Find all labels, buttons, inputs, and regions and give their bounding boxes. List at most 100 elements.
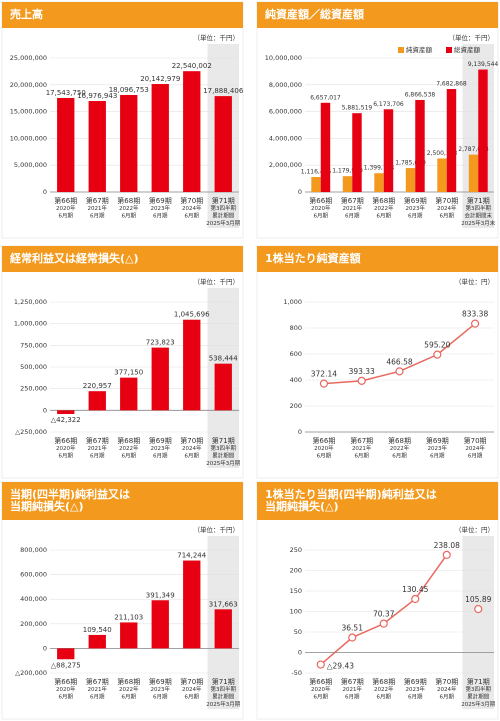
x-tick-label: 6月期 [122,453,137,460]
x-tick-label: 第70期 [180,677,203,686]
value-label: 1,179,990 [332,168,363,175]
panel-title: 当期純損失(△) [265,499,339,513]
x-tick-label: 6月期 [59,694,74,701]
bar [88,391,106,411]
x-tick-label: 6月期 [354,453,369,460]
panel-header [2,2,243,28]
bar [183,319,201,411]
shade [462,536,494,709]
x-tick-label: 6月期 [59,213,74,220]
x-tick-label: 2021年 [88,685,108,693]
x-tick-label: 2022年 [374,204,394,212]
x-tick-label: 第68期 [117,196,140,205]
x-tick-label: 2025年3月期 [206,459,240,467]
value-label: 9,139,544 [468,61,499,68]
marker [442,550,451,559]
x-tick-label: 第68期 [372,196,395,205]
x-tick-label: 第67期 [86,436,109,445]
bar [352,113,362,192]
value-label: 2,500,133 [427,150,458,157]
value-label: 6,866,538 [405,91,436,98]
value-label: 833.38 [462,310,488,319]
panel-header [2,482,243,520]
x-tick-label: 第69期 [404,677,427,686]
y-tick-label: 0 [298,649,302,657]
panel [256,245,499,479]
legend-label: 純資産額 [406,45,433,54]
x-tick-label: 2022年 [374,685,394,693]
value-label: 466.58 [386,357,412,366]
x-tick-label: 第67期 [341,196,364,205]
bar [383,109,394,192]
value-label: 6,657,017 [310,94,341,101]
x-tick-label: 第3四半期 [466,204,492,212]
y-tick-label: 500,000 [20,363,47,371]
x-tick-label: 6月期 [153,213,168,220]
y-tick-label: 800,000 [20,546,47,554]
y-tick-label: 50 [294,628,302,636]
value-label: 391,349 [146,591,175,599]
x-tick-label: 2023年 [406,685,426,693]
y-tick-label: 10,000,000 [265,54,302,62]
x-tick-label: 第68期 [372,677,395,686]
x-tick-label: 第68期 [117,436,140,445]
x-tick-label: 6月期 [90,453,105,460]
x-tick-label: 第66期 [309,677,332,686]
x-tick-label: 第3四半期 [211,444,237,452]
y-tick-label: 8,000,000 [269,81,302,89]
marker [348,633,357,642]
y-tick-label: 400 [290,376,302,384]
x-tick-label: 第71期 [467,677,490,686]
x-tick-label: 第70期 [180,196,203,205]
x-tick-label: 第71期 [212,196,235,205]
x-tick-label: 2023年 [428,444,448,452]
panel-header [257,246,498,272]
x-tick-label: 累計期間 [212,452,235,460]
value-label: 211,103 [114,613,143,621]
x-tick-label: 6月期 [185,694,200,701]
panel-title: 当期(四半期)純利益又は [10,487,130,501]
x-tick-label: 2023年 [151,444,171,452]
y-tick-label: 25,000,000 [10,54,47,62]
x-tick-label: 2021年 [88,444,108,452]
y-tick-label: 20,000,000 [10,81,47,89]
y-tick-label: 0 [298,428,302,436]
x-tick-label: 2022年 [390,444,410,452]
value-label: 16,976,943 [77,92,117,100]
x-tick-label: 2023年 [151,685,171,693]
bar [120,95,138,192]
x-tick-label: 6月期 [440,694,455,701]
unit-label: （単位：円） [455,277,494,286]
value-label: 377,150 [114,369,143,377]
x-tick-label: 6月期 [185,453,200,460]
x-tick-label: 6月期 [122,213,137,220]
x-tick-label: 2023年 [406,204,426,212]
x-tick-label: 第71期 [212,436,235,445]
x-tick-label: 第70期 [464,436,487,445]
x-tick-label: 6月期 [314,213,329,220]
x-tick-label: 6月期 [468,453,483,460]
panel [1,245,244,479]
marker [357,376,366,385]
value-label: 1,399,734 [364,165,395,172]
panel-title: 1株当たり純資産額 [265,251,361,265]
value-label: 109,540 [83,626,112,634]
bar [151,84,169,192]
value-label: △29.43 [327,662,354,671]
bar [151,347,169,411]
x-tick-label: 2024年 [437,204,457,212]
marker [474,604,483,614]
bar [120,377,138,411]
bar [374,173,384,192]
x-tick-label: 6月期 [377,213,392,220]
bar [57,410,75,415]
y-tick-label: 0 [43,644,47,652]
y-tick-label: 250 [290,546,302,554]
x-tick-label: 6月期 [153,694,168,701]
x-tick-label: 第70期 [180,436,203,445]
unit-label: （単位：千円） [194,33,240,42]
marker [411,594,420,604]
x-tick-label: 2020年 [311,204,331,212]
x-tick-label: 2022年 [119,444,139,452]
value-label: 7,682,868 [436,81,467,88]
